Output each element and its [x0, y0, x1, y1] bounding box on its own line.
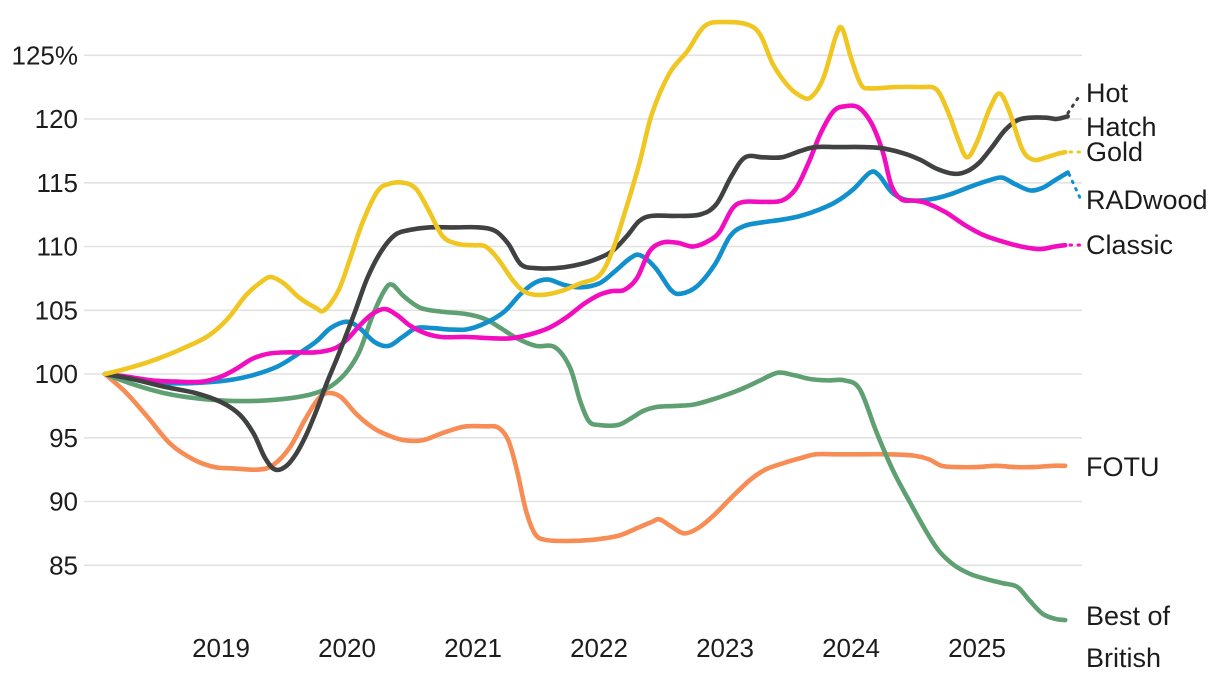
series-label-hot-hatch: Hatch: [1086, 112, 1157, 142]
y-tick-label: 125%: [12, 40, 79, 70]
x-tick-label: 2021: [444, 633, 502, 663]
leader-line-radwood: [1067, 172, 1083, 202]
x-tick-label: 2025: [948, 633, 1006, 663]
x-tick-label: 2023: [696, 633, 754, 663]
x-axis-tick-labels: 2019 2020 2021 2022 2023 2024 2025: [192, 633, 1006, 663]
series-label-fotu: FOTU: [1086, 452, 1160, 482]
series-label-gold: Gold: [1086, 137, 1143, 167]
series-label-radwood: RADwood: [1086, 185, 1208, 215]
series-line-best-of-british: [102, 282, 1068, 623]
series-line-hot-hatch: [102, 114, 1070, 473]
y-tick-label: 90: [49, 487, 78, 517]
y-tick-label: 105: [35, 295, 78, 325]
y-tick-label: 115: [37, 168, 78, 198]
series-line-gold: [102, 19, 1068, 377]
y-tick-label: 95: [49, 423, 78, 453]
series-label-best-of-british: British: [1086, 643, 1161, 673]
series-line-radwood: [102, 169, 1070, 386]
y-tick-label: 120: [35, 104, 78, 134]
series-label-classic: Classic: [1086, 230, 1173, 260]
x-tick-label: 2019: [192, 633, 250, 663]
series-lines: [102, 19, 1070, 623]
series-labels: FOTU Best of British RADwood Classic Hot Hatch…: [1066, 78, 1208, 673]
y-tick-label: 110: [37, 232, 78, 262]
series-label-hot-hatch: Hot: [1086, 78, 1129, 108]
series-label-best-of-british: Best of: [1086, 601, 1171, 631]
leader-line-hot-hatch: [1066, 93, 1082, 115]
x-tick-label: 2022: [570, 633, 628, 663]
y-tick-label: 85: [49, 550, 78, 580]
series-line-classic: [102, 103, 1068, 385]
x-tick-label: 2024: [822, 633, 880, 663]
x-tick-label: 2020: [318, 633, 376, 663]
y-axis-tick-labels: 125% 120 115 110 105 100 95 90 85: [12, 40, 79, 580]
y-tick-label: 100: [35, 359, 78, 389]
series-line-fotu: [102, 371, 1068, 544]
